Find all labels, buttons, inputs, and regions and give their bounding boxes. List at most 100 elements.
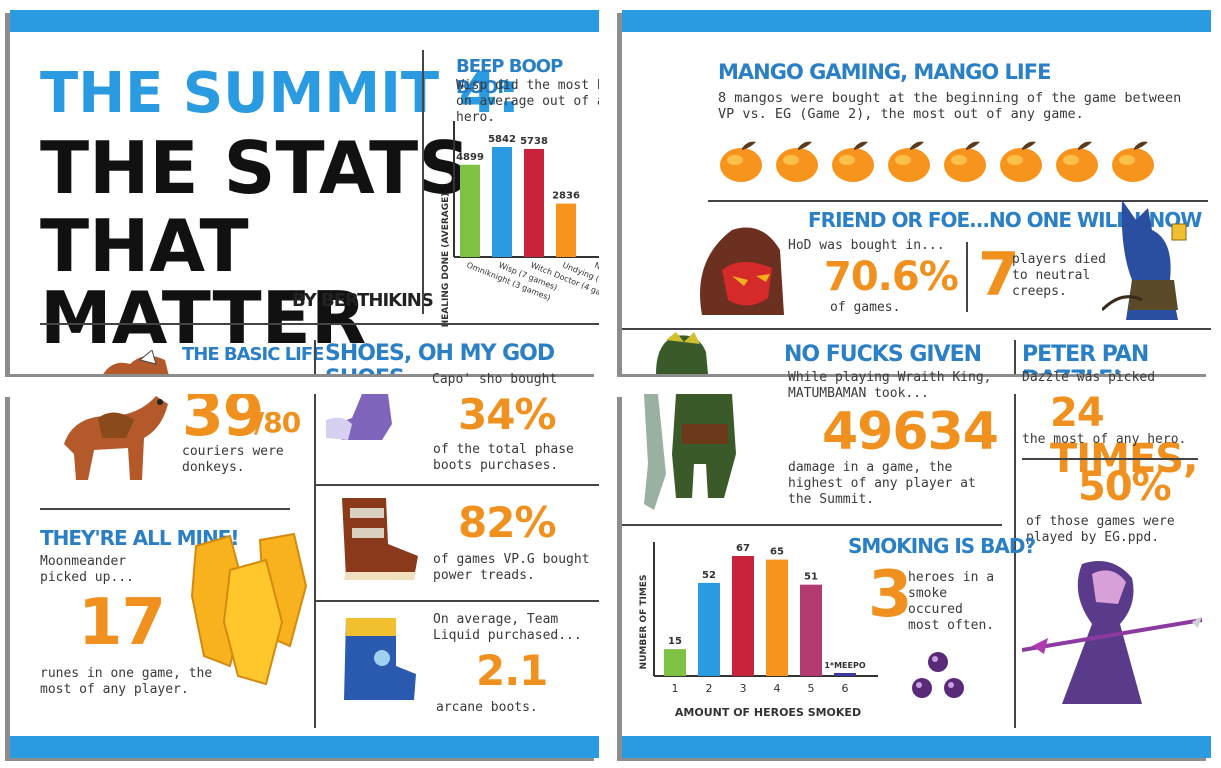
divider (40, 508, 290, 510)
mango-desc: 8 mangos were bought at the beginning of… (718, 90, 1182, 122)
smoke-chart: NUMBER OF TIMES AMOUNT OF HEROES SMOKED … (639, 542, 878, 719)
basic-life-text: couriers were donkeys. (182, 444, 284, 475)
smoke-xlabel: AMOUNT OF HEROES SMOKED (675, 706, 861, 719)
panel-top-bar (622, 10, 1211, 32)
mango-icon (1056, 141, 1098, 182)
mango-icon (720, 141, 762, 182)
basic-life-value: 39 (182, 394, 264, 450)
dazzle-value2: 50% (1078, 464, 1172, 510)
panel-bottom-right: 49634 damage in a game, the highest of a… (622, 394, 1211, 758)
mango-icon (776, 141, 818, 182)
divider (1022, 458, 1198, 460)
healing-heading: BEEP BOOP BOOP (456, 56, 563, 98)
smoke-bar (800, 584, 822, 676)
smoke-value: 3 (868, 558, 913, 632)
divider (40, 323, 599, 325)
smoke-of-deceit-icon (912, 652, 964, 698)
mango-icon (888, 141, 930, 182)
smoke-value-label: 15 (668, 636, 682, 647)
healing-value-label: 5738 (520, 136, 548, 147)
hod-value: 70.6% (824, 254, 959, 300)
smoke-bar (698, 582, 720, 676)
divider (1014, 394, 1016, 728)
smoke-category-label: 4 (774, 682, 781, 695)
smoke-value-label: 67 (736, 543, 750, 554)
courier-donkey-icon (64, 396, 168, 480)
hod-intro: HoD was bought in... (788, 238, 945, 253)
dazzle-text2: of those games were played by EG.ppd. (1026, 514, 1175, 545)
divider (1014, 340, 1016, 374)
shoes-row2-text: of games VP.G bought power treads. (433, 552, 590, 583)
healing-desc: Wisp did the most healing on average out… (456, 78, 599, 125)
divider (966, 242, 968, 312)
mango-icon (1112, 141, 1154, 182)
smoke-category-label: 2 (706, 682, 713, 695)
mango-icon (832, 141, 874, 182)
smoke-value-label: 52 (702, 570, 716, 581)
smoke-category-label: 1 (672, 682, 679, 695)
arcane-boots-icon (344, 618, 416, 700)
panel-bottom-bar (10, 736, 599, 758)
wraith-intro: While playing Wraith King, MATUMBAMAN to… (788, 370, 992, 401)
smoke-bar (732, 556, 754, 676)
runes-value: 17 (78, 586, 166, 660)
wraith-value: 49634 (822, 402, 999, 462)
title-line-2: THE STATS (40, 126, 471, 210)
mango-row (718, 138, 1198, 188)
panel-top-left: THE SUMMIT 4: THE STATS THAT MATTER BY B… (10, 10, 599, 374)
shoes-row1-value: 34% (458, 394, 557, 439)
helm-of-dominator-icon (700, 227, 784, 315)
shoes-row1-text: of the total phase boots purchases. (433, 442, 574, 473)
panel-top-bar (10, 10, 599, 32)
divider (314, 340, 316, 374)
divider (422, 50, 424, 314)
runes-text: runes in one game, the most of any playe… (40, 666, 213, 697)
smoke-value-label: 1*MEEPO (824, 661, 866, 670)
neutral-creep-icon (1102, 200, 1187, 320)
panel-top-right: MANGO GAMING, MANGO LIFE 8 mangos were b… (622, 10, 1211, 374)
divider (622, 328, 1211, 330)
wraith-text: damage in a game, the highest of any pla… (788, 460, 976, 507)
healing-value-label: 5842 (488, 134, 516, 145)
phase-boots-icon (326, 394, 392, 440)
shoes-row1-intro: Capo' sho bought (432, 372, 558, 387)
mango-icon (1000, 141, 1042, 182)
wraith-king-icon (656, 332, 708, 374)
mango-icon (944, 141, 986, 182)
smoke-bar (834, 673, 856, 676)
shoes-row3-intro: On average, Team Liquid purchased... (433, 612, 582, 643)
wraith-heading: NO FUCKS GIVEN (784, 342, 982, 367)
healing-bar (460, 164, 480, 257)
healing-bar (556, 203, 576, 257)
title-line-3: THAT MATTER (40, 204, 367, 360)
divider (622, 524, 1002, 526)
shoes-heading: SHOES, OH MY GOD SHOES (325, 341, 555, 374)
healing-bar (492, 147, 512, 257)
smoke-text: heroes in a smoke occured most often. (908, 570, 995, 633)
smoke-bar (664, 649, 686, 676)
smoke-category-label: 3 (740, 682, 747, 695)
smoke-ylabel: NUMBER OF TIMES (639, 575, 649, 670)
healing-value-label: 2836 (552, 191, 580, 202)
deaths-text: players died to neutral creeps. (1012, 252, 1106, 299)
shoes-row2-value: 82% (458, 498, 557, 547)
smoke-bar (766, 559, 788, 676)
panel-bottom-left: 39 /80 couriers were donkeys. THEY'RE AL… (10, 394, 599, 758)
mango-heading: MANGO GAMING, MANGO LIFE (718, 60, 1051, 84)
deaths-value: 7 (978, 240, 1020, 310)
divider (316, 484, 599, 486)
panel-bottom-bar (622, 736, 1211, 758)
dazzle-heading: PETER PAN DAZZLE! (1022, 342, 1149, 374)
title-line-1: THE SUMMIT 4: (40, 61, 520, 126)
courier-donkey-icon (103, 350, 169, 374)
hod-suffix: of games. (830, 300, 901, 315)
smoke-value-label: 65 (770, 547, 784, 558)
smoke-value-label: 51 (804, 572, 818, 583)
basic-life-heading: THE BASIC LIFE (182, 344, 324, 365)
healing-bar (524, 148, 544, 257)
shoes-row3-value: 2.1 (476, 646, 548, 695)
power-treads-icon (342, 498, 418, 580)
smoke-category-label: 6 (842, 682, 849, 695)
healing-value-label: 4899 (456, 152, 484, 163)
